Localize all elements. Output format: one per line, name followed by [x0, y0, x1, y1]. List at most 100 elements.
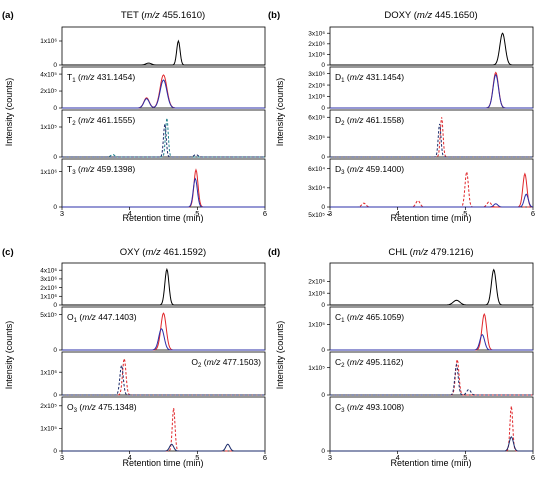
trace-row-0: 0 1x10⁶: [40, 26, 266, 69]
trace-label: C3 (m/z 493.1008): [335, 402, 404, 414]
trace-label-part: 2: [341, 120, 345, 127]
trace-label-part: 2: [198, 362, 202, 369]
y-tick-label: 0: [53, 302, 57, 309]
trace-red: [62, 168, 265, 208]
y-tick-label: 3x10⁵: [308, 134, 325, 141]
trace-row-0: 0 1x10⁶ 2x10⁶: [308, 262, 534, 309]
trace-teal-dashed: [62, 117, 265, 158]
panel-2: (c) OXY (m/z 461.1592)01x10⁶2x10⁶3x10⁶4x1…: [2, 247, 267, 462]
trace-label-part: 1: [74, 317, 78, 324]
y-tick-label: 1x10⁵: [40, 426, 57, 433]
trace-label-part: O: [67, 402, 74, 412]
trace-row-2: 0 3x10⁵ 6x10⁵ D2 (m/z 461.1558): [308, 109, 534, 161]
trace-label: T2 (m/z 461.1555): [67, 115, 135, 127]
y-tick-label: 3x10⁴: [308, 185, 325, 192]
trace-label-part: 459.1400): [363, 164, 404, 174]
trace-label-part: D: [335, 164, 341, 174]
trace-label-part: m/z: [350, 115, 364, 125]
panel-title-part: CHL (: [388, 247, 413, 258]
x-tick-label: 5: [463, 209, 467, 218]
panel-title: DOXY (m/z 445.1650): [384, 10, 477, 21]
trace-label-part: 465.1059): [363, 312, 404, 322]
trace-label-part: m/z: [81, 72, 95, 82]
y-tick-label: 5x10⁵: [308, 212, 325, 219]
trace-label-part: O: [67, 312, 74, 322]
trace-label-part: 477.1503): [220, 357, 261, 367]
panel-title-part: 455.1610): [160, 10, 205, 21]
trace-label: O2 (m/z 477.1503): [191, 357, 261, 369]
y-tick-label: 0: [321, 154, 325, 161]
y-tick-label: 0: [321, 62, 325, 69]
row-frame: [61, 306, 266, 351]
trace-label-part: m/z: [350, 72, 364, 82]
panel-title-part: 461.1592): [161, 247, 206, 258]
trace-label: D1 (m/z 431.1454): [335, 72, 404, 84]
y-tick-label: 1x10⁶: [40, 294, 57, 301]
panel-tag: (c): [2, 247, 14, 258]
trace-row-2: 0 1x10⁵ C2 (m/z 495.1162): [308, 351, 534, 399]
x-tick-label: 6: [263, 453, 267, 462]
y-tick-label: 2x10⁵: [40, 88, 57, 95]
x-axis-label-c: Retention time (min): [122, 458, 203, 468]
y-tick-label: 2x10⁶: [40, 285, 57, 292]
trace-black: [330, 268, 533, 306]
y-tick-label: 0: [53, 105, 57, 112]
panel-3: (d) CHL (m/z 479.1216)01x10⁶2x10⁶01x10⁵C1…: [268, 212, 535, 462]
trace-label-part: 447.1403): [96, 312, 137, 322]
y-tick-label: 1x10⁶: [308, 94, 325, 101]
trace-label-part: 459.1398): [95, 164, 136, 174]
trace-label-part: 495.1162): [363, 357, 403, 367]
trace-red-dashed: [330, 171, 533, 208]
trace-label-part: 2: [72, 120, 76, 127]
trace-label-part: (: [345, 115, 350, 125]
trace-label-part: T: [67, 115, 72, 125]
trace-navy-dashed: [330, 123, 533, 158]
trace-navy-dashed: [330, 363, 533, 396]
trace-label: D2 (m/z 461.1558): [335, 115, 404, 127]
y-tick-label: 1x10⁶: [308, 290, 325, 297]
trace-label-part: 431.1454): [95, 72, 136, 82]
trace-label: C1 (m/z 465.1059): [335, 312, 404, 324]
x-tick-label: 6: [531, 209, 535, 218]
y-tick-label: 2x10⁶: [308, 82, 325, 89]
y-tick-label: 3x10⁶: [40, 276, 57, 283]
panel-title-part: m/z: [145, 247, 161, 258]
trace-label-part: O: [191, 357, 198, 367]
trace-label-part: m/z: [82, 312, 96, 322]
row-frame: [329, 109, 534, 158]
trace-row-0: 0 1x10⁶ 2x10⁶ 3x10⁶: [308, 26, 534, 69]
trace-label-part: C: [335, 357, 341, 367]
x-tick-label: 5: [195, 453, 199, 462]
trace-label-part: 3: [341, 407, 345, 414]
panel-title: CHL (m/z 479.1216): [388, 247, 473, 258]
trace-blue: [330, 193, 534, 208]
panel-title-part: 479.1216): [428, 247, 473, 258]
row-frame: [61, 262, 266, 306]
panel-1: (b) DOXY (m/z 445.1650)01x10⁶2x10⁶3x10⁶01…: [268, 10, 535, 218]
trace-row-1: 0 1x10⁶ 2x10⁶ 3x10⁶ D1 (m/z 431.1454): [308, 66, 534, 112]
x-tick-label: 4: [396, 453, 400, 462]
y-axis-label-a: Intensity (counts): [4, 78, 14, 147]
trace-red: [330, 172, 534, 208]
y-tick-label: 0: [53, 392, 57, 399]
x-tick-label: 4: [396, 209, 400, 218]
y-tick-label: 0: [321, 204, 325, 211]
x-tick-label: 4: [128, 453, 132, 462]
x-axis-label-d: Retention time (min): [390, 458, 471, 468]
x-tick-label: 4: [128, 209, 132, 218]
y-tick-label: 2x10⁵: [40, 403, 57, 410]
y-tick-label: 0: [53, 448, 57, 455]
trace-label-part: (: [345, 402, 350, 412]
trace-row-3: 0 3x10⁴ 6x10⁴ D3 (m/z 459.1400): [308, 158, 534, 211]
trace-row-3: 0 1x10⁵ 2x10⁵ O3 (m/z 475.1348): [40, 396, 266, 455]
y-axis-label-d: Intensity (counts): [275, 321, 285, 390]
trace-label-part: m/z: [350, 402, 364, 412]
trace-label: D3 (m/z 459.1400): [335, 164, 404, 176]
trace-black: [330, 32, 533, 66]
x-tick-label: 5: [463, 453, 467, 462]
